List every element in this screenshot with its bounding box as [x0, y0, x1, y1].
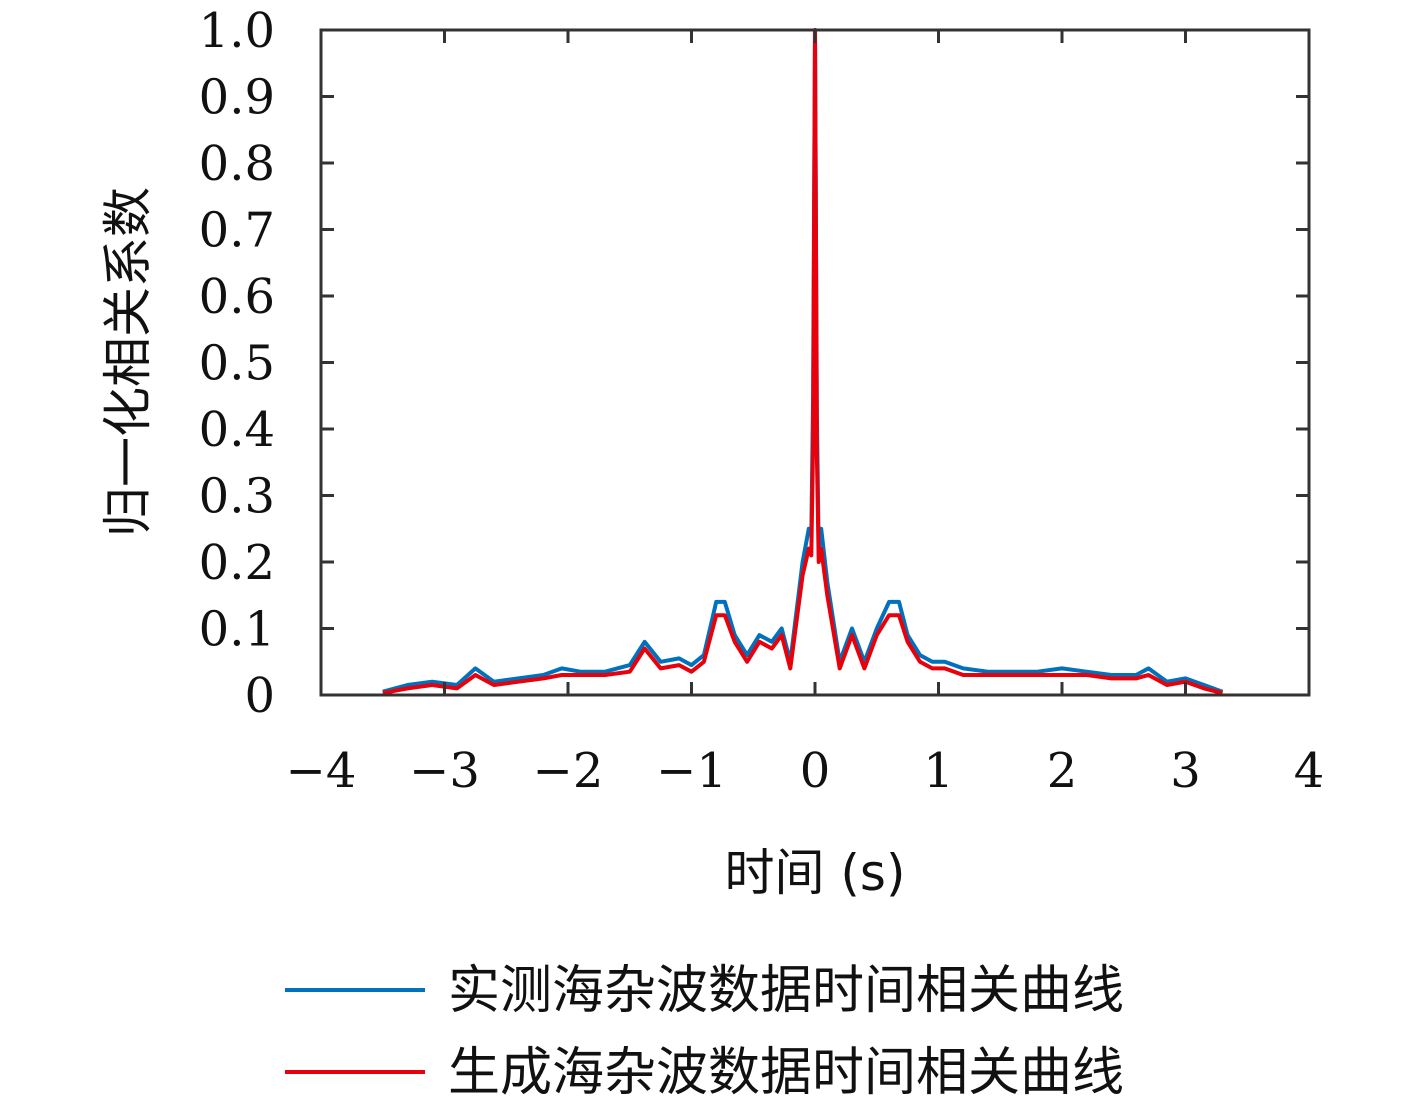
y-tick-label: 0.7	[199, 203, 275, 259]
x-tick-label: −2	[533, 743, 604, 799]
y-tick-label: 0.9	[199, 70, 275, 126]
x-tick-label: 2	[1047, 743, 1078, 799]
x-tick-label: 0	[800, 743, 831, 799]
tick-layer: −4 −3 −2 −1 0 1 2 3 4 0 0.1 0.2 0.3 0.4 0.5 0.6 0.7 0.8 0.…	[199, 3, 1325, 799]
y-tick-label: 0.4	[199, 402, 275, 458]
y-tick-label: 0	[244, 668, 275, 724]
legend: 实测海杂波数据时间相关曲线 生成海杂波数据时间相关曲线	[285, 961, 1124, 1103]
x-tick-label: 3	[1170, 743, 1201, 799]
series-line-measured	[382, 28, 1224, 694]
y-tick-label: 1.0	[199, 3, 275, 59]
x-tick-label: −1	[656, 743, 727, 799]
x-tick-label: 4	[1294, 743, 1325, 799]
y-axis-title: 归一化相关系数	[99, 187, 157, 537]
y-tick-label: 0.2	[199, 535, 275, 591]
y-tick-label: 0.8	[199, 136, 275, 192]
y-tick-label: 0.3	[199, 469, 275, 525]
x-tick-label: −4	[286, 743, 357, 799]
x-axis-title: 时间 (s)	[725, 844, 906, 902]
y-tick-label: 0.6	[199, 269, 275, 325]
y-tick-label: 0.1	[199, 602, 275, 658]
x-tick-label: −3	[409, 743, 480, 799]
x-tick-label: 1	[923, 743, 954, 799]
legend-label-measured: 实测海杂波数据时间相关曲线	[448, 961, 1124, 1021]
y-tick-label: 0.5	[199, 336, 275, 392]
legend-label-generated: 生成海杂波数据时间相关曲线	[448, 1043, 1124, 1103]
series-layer	[382, 28, 1224, 695]
series-line-generated	[382, 28, 1223, 695]
